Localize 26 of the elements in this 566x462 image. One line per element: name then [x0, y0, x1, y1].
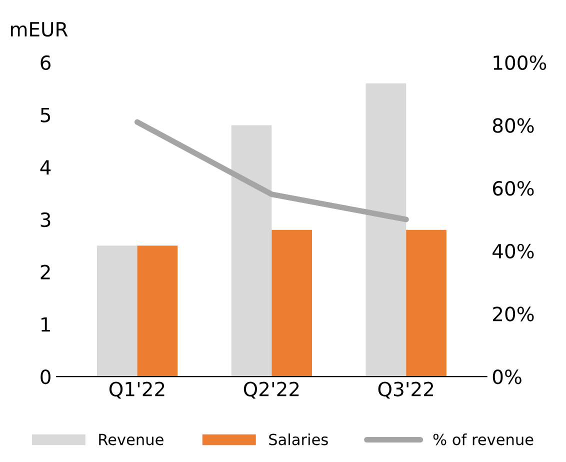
- y2-tick-label: 80%: [492, 118, 534, 133]
- legend-label: Salaries: [269, 433, 328, 446]
- y2-tick-label: 20%: [493, 306, 534, 322]
- y2-tick-label: 60%: [492, 180, 534, 196]
- x-tick-label: Q1'22: [109, 382, 164, 399]
- bar: [96, 246, 138, 377]
- legend-label: Revenue: [99, 434, 164, 446]
- x-tick-label: Q2'22: [244, 382, 299, 399]
- y-tick-label: 4: [40, 160, 51, 174]
- y-tick-label: 3: [40, 212, 50, 228]
- y2-tick-label: 100%: [494, 55, 546, 70]
- legend-label: % of revenue: [433, 433, 534, 446]
- y-tick-label: 6: [40, 55, 51, 70]
- bar: [231, 125, 272, 377]
- y-tick-label: 0: [40, 369, 50, 384]
- bar: [137, 246, 178, 377]
- y2-tick-label: 40%: [492, 244, 534, 259]
- y-tick-label: 2: [40, 264, 50, 280]
- y-tick-label: 5: [40, 108, 50, 122]
- bar: [406, 230, 446, 377]
- y-axis-title: mEUR: [11, 22, 68, 37]
- y-tick-label: 1: [42, 317, 50, 332]
- bar: [272, 230, 312, 377]
- y2-tick-label: 0%: [492, 369, 522, 384]
- x-tick-label: Q3'22: [378, 382, 434, 399]
- bar: [366, 83, 406, 377]
